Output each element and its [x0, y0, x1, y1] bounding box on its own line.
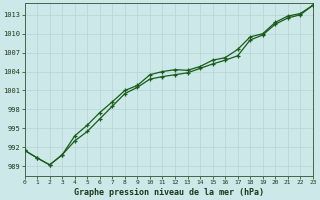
X-axis label: Graphe pression niveau de la mer (hPa): Graphe pression niveau de la mer (hPa)	[74, 188, 264, 197]
